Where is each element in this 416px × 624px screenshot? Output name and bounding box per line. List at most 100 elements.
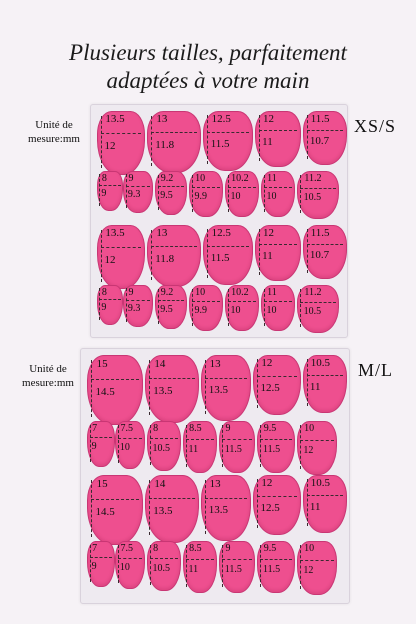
nail-width-label: 9.5 [263, 423, 277, 434]
nail-width-label: 7.5 [120, 542, 133, 554]
nail-height-label: 13.5 [153, 505, 173, 518]
nail-height-label: 12.5 [260, 501, 280, 514]
nail-width-label: 12 [261, 357, 273, 370]
nail-tip: 10.5 11 [303, 355, 347, 413]
nail-height-label: 11 [262, 135, 273, 148]
nail-height-label: 11.8 [155, 138, 175, 151]
nail-container-xs-s: 13.5 12 13 11.8 12.5 11.5 12 11 11.5 10.7 8 9 9 9.3 9.… [91, 105, 347, 337]
nail-tip: 10 12 [297, 421, 337, 475]
nail-height-label: 10.5 [303, 306, 322, 318]
nail-width-label: 10.2 [231, 172, 249, 184]
nail-width-label: 13 [209, 357, 221, 370]
nail-height-label: 11 [188, 444, 199, 455]
nail-width-label: 7 [92, 542, 98, 554]
nail-height-label: 10.7 [309, 134, 330, 147]
nail-tip: 9 9.3 [123, 285, 153, 327]
nail-width-label: 12 [263, 113, 275, 126]
nail-width-label: 11 [267, 172, 277, 184]
nail-height-label: 10.5 [152, 563, 170, 575]
nail-tip: 9.2 9.5 [155, 285, 187, 329]
nail-height-label: 10.5 [303, 192, 322, 204]
nail-height-label: 11.5 [210, 137, 230, 150]
nail-width-label: 9 [128, 286, 134, 298]
nail-height-label: 11.8 [155, 252, 175, 265]
nail-width-label: 13 [209, 477, 221, 490]
nail-width-label: 10 [195, 172, 206, 184]
nail-width-label: 10.5 [310, 477, 330, 490]
nail-width-label: 11 [267, 286, 277, 298]
nail-width-label: 15 [96, 357, 108, 370]
nail-tip: 8.5 11 [183, 541, 217, 593]
nail-width-label: 12 [261, 477, 273, 490]
nail-height-label: 11.5 [210, 251, 230, 264]
nail-height-label: 9 [91, 441, 97, 453]
nail-height-label: 9.5 [160, 190, 173, 202]
nail-height-label: 10 [230, 305, 241, 317]
nail-tip: 11.2 10.5 [297, 285, 339, 333]
nail-width-label: 13 [156, 227, 168, 240]
nail-width-label: 9.2 [160, 172, 174, 184]
nail-width-label: 11.5 [310, 227, 330, 240]
nail-tip: 13 11.8 [147, 225, 201, 287]
nail-height-label: 9.9 [194, 305, 207, 317]
nail-width-label: 13.5 [105, 227, 125, 240]
nail-height-label: 12.5 [260, 381, 280, 394]
nail-sheet-xs-s: 13.5 12 13 11.8 12.5 11.5 12 11 11.5 10.7 8 9 9 9.3 9.… [90, 104, 348, 338]
nail-height-label: 9.5 [160, 304, 173, 316]
nail-width-label: 7 [92, 422, 98, 434]
nail-width-label: 10.2 [231, 286, 249, 298]
unit-label-ml: Unité de mesure:mm [8, 362, 88, 390]
nail-width-label: 9 [225, 543, 231, 554]
nail-tip: 11 10 [261, 285, 295, 331]
nail-height-label: 11.5 [263, 564, 281, 575]
nail-tip: 8.5 11 [183, 421, 217, 473]
nail-tip: 15 14.5 [87, 355, 143, 425]
nail-width-label: 10 [195, 286, 206, 298]
nail-tip: 14 13.5 [145, 475, 199, 543]
nail-width-label: 8 [101, 286, 107, 298]
unit-label-line-2: mesure:mm [28, 133, 80, 145]
nail-height-label: 11.5 [224, 444, 242, 455]
nail-height-label: 10.7 [309, 248, 330, 261]
nail-tip: 14 13.5 [145, 355, 199, 423]
nail-height-label: 14.5 [95, 506, 115, 519]
nail-tip: 13 11.8 [147, 111, 201, 173]
nail-width-label: 11.5 [310, 113, 330, 126]
nail-tip: 10 12 [297, 541, 337, 595]
nail-height-label: 9 [101, 188, 107, 200]
nail-height-label: 12 [104, 139, 116, 152]
nail-height-label: 13.5 [208, 504, 228, 517]
nail-width-label: 8 [153, 542, 159, 554]
nail-tip: 12.5 11.5 [203, 225, 253, 285]
nail-height-label: 13.5 [153, 385, 173, 398]
nail-height-label: 9.3 [127, 303, 141, 315]
nail-sheet-m-l: 15 14.5 14 13.5 13 13.5 12 12.5 10.5 11 7 9 7.5 10 8 10… [80, 348, 350, 604]
nail-tip: 11.5 10.7 [303, 111, 347, 165]
nail-height-label: 11 [309, 380, 321, 393]
nail-width-label: 14 [154, 357, 166, 370]
nail-tip: 7.5 10 [115, 541, 145, 589]
nail-tip: 10 9.9 [189, 171, 223, 217]
nail-width-label: 12.5 [211, 113, 231, 126]
nail-height-label: 13.5 [208, 384, 228, 397]
nail-tip: 9.5 11.5 [257, 541, 295, 593]
nail-tip: 11.2 10.5 [297, 171, 339, 219]
nail-tip: 15 14.5 [87, 475, 143, 545]
nail-height-label: 10 [119, 562, 130, 574]
nail-tip: 12 11 [255, 225, 301, 281]
nail-tip: 9.5 11.5 [257, 421, 295, 473]
nail-height-label: 10 [266, 305, 277, 317]
nail-height-label: 12 [303, 564, 314, 576]
nail-width-label: 15 [96, 477, 108, 490]
nail-width-label: 10.5 [310, 357, 330, 370]
nail-height-label: 10.5 [152, 443, 170, 455]
nail-width-label: 13 [156, 113, 168, 126]
nail-container-m-l: 15 14.5 14 13.5 13 13.5 12 12.5 10.5 11 7 9 7.5 10 8 10… [81, 349, 349, 603]
nail-width-label: 11.2 [304, 172, 322, 184]
nail-width-label: 12.5 [211, 227, 231, 240]
unit-label-xs: Unité de mesure:mm [14, 118, 94, 146]
nail-width-label: 10 [304, 423, 315, 435]
nail-width-label: 8.5 [189, 423, 202, 434]
